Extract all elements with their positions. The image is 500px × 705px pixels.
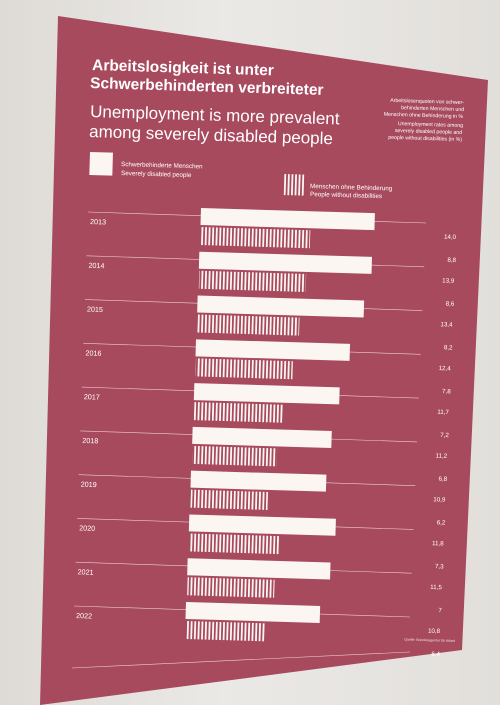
bar-disabled-2018 [192, 426, 332, 449]
year-label-2016: 2016 [85, 348, 101, 357]
bar-disabled-2020 [188, 514, 336, 536]
value-label-disabled-2022: 10,8 [428, 628, 441, 635]
legend-label-nondisabled-en: People without disabilities [310, 191, 382, 200]
chart-baseline [71, 651, 411, 669]
bar-disabled-2017 [193, 383, 340, 405]
legend-swatch-nondisabled [283, 174, 305, 196]
bar-nondisabled-2014 [198, 270, 307, 292]
value-label-disabled-2020: 11,8 [432, 540, 444, 547]
year-label-2014: 2014 [88, 261, 104, 270]
year-label-2013: 2013 [90, 217, 106, 226]
year-label-2015: 2015 [87, 305, 103, 314]
value-label-nondisabled-2015: 8,2 [444, 344, 453, 351]
value-label-nondisabled-2022: 6,4 [431, 651, 440, 658]
title-de-line-2: Schwerbehinderten verbreiteter [90, 75, 324, 99]
bar-nondisabled-2015 [197, 314, 300, 336]
bar-disabled-2015 [197, 295, 365, 318]
year-label-2018: 2018 [82, 436, 98, 445]
value-label-disabled-2015: 13,4 [440, 321, 453, 328]
note-line-1: Arbeitslosenquoten von schwer- [390, 98, 464, 106]
bar-nondisabled-2018 [192, 445, 278, 467]
bar-nondisabled-2020 [188, 533, 281, 555]
value-label-disabled-2018: 11,2 [435, 453, 447, 460]
year-label-2019: 2019 [81, 480, 97, 489]
note-line-6: people without disabilities (in %) [388, 135, 462, 143]
value-label-nondisabled-2017: 7,2 [440, 432, 449, 439]
year-label-2020: 2020 [79, 523, 95, 532]
value-label-nondisabled-2019: 6,2 [437, 519, 446, 526]
title-de-line-1: Arbeitslosigkeit ist unter [92, 57, 274, 79]
year-label-2022: 2022 [76, 611, 92, 620]
note-line-4: Unemployment rates among [398, 121, 463, 129]
chart-plot: 2013 14,0 8,8 2014 13,9 8,6 2015 13,4 8,2 2016 12,… [71, 207, 457, 669]
value-label-nondisabled-2013: 8,8 [447, 257, 456, 264]
value-label-nondisabled-2016: 7,8 [442, 388, 451, 395]
bar-disabled-2021 [187, 558, 331, 580]
bar-disabled-2022 [185, 602, 321, 623]
year-label-2017: 2017 [84, 392, 100, 401]
bar-nondisabled-2022 [185, 621, 266, 642]
bar-nondisabled-2016 [195, 358, 293, 380]
value-label-nondisabled-2021: 7 [438, 607, 442, 614]
source-note: Quelle: Bundesagentur für Arbeit [404, 637, 455, 643]
chart-note: Arbeitslosenquoten von schwer- behindert… [384, 98, 465, 143]
value-label-disabled-2019: 10,9 [433, 496, 446, 503]
bar-nondisabled-2017 [193, 402, 284, 423]
value-label-disabled-2021: 11,5 [430, 584, 442, 591]
bar-disabled-2014 [198, 251, 373, 274]
value-label-nondisabled-2014: 8,6 [446, 301, 455, 308]
bar-disabled-2016 [195, 339, 351, 361]
value-label-disabled-2014: 13,9 [442, 277, 455, 284]
value-label-disabled-2017: 11,7 [437, 409, 449, 416]
legend-label-disabled-de: Schwerbehinderte Menschen [121, 161, 203, 170]
value-label-nondisabled-2018: 6,8 [438, 476, 447, 483]
legend-label-nondisabled-de: Menschen ohne Behinderung [310, 183, 393, 192]
bar-nondisabled-2013 [200, 226, 311, 249]
legend-swatch-disabled [89, 152, 113, 176]
value-label-nondisabled-2020: 7,3 [435, 563, 444, 570]
note-line-5: severely disabled people and [395, 128, 462, 136]
legend-label-disabled-en: Severely disabled people [121, 170, 192, 179]
bar-nondisabled-2021 [187, 577, 275, 598]
bar-disabled-2013 [200, 207, 375, 231]
note-line-3: Menschen ohne Behinderung in % [384, 112, 464, 120]
bar-nondisabled-2019 [190, 489, 269, 510]
legend: Schwerbehinderte Menschen Severely disab… [89, 152, 393, 200]
bar-disabled-2019 [190, 470, 327, 492]
value-label-disabled-2016: 12,4 [439, 365, 452, 372]
year-label-2021: 2021 [77, 567, 93, 576]
value-label-disabled-2013: 14,0 [444, 234, 457, 241]
note-line-2: behinderten Menschen und [401, 105, 464, 113]
